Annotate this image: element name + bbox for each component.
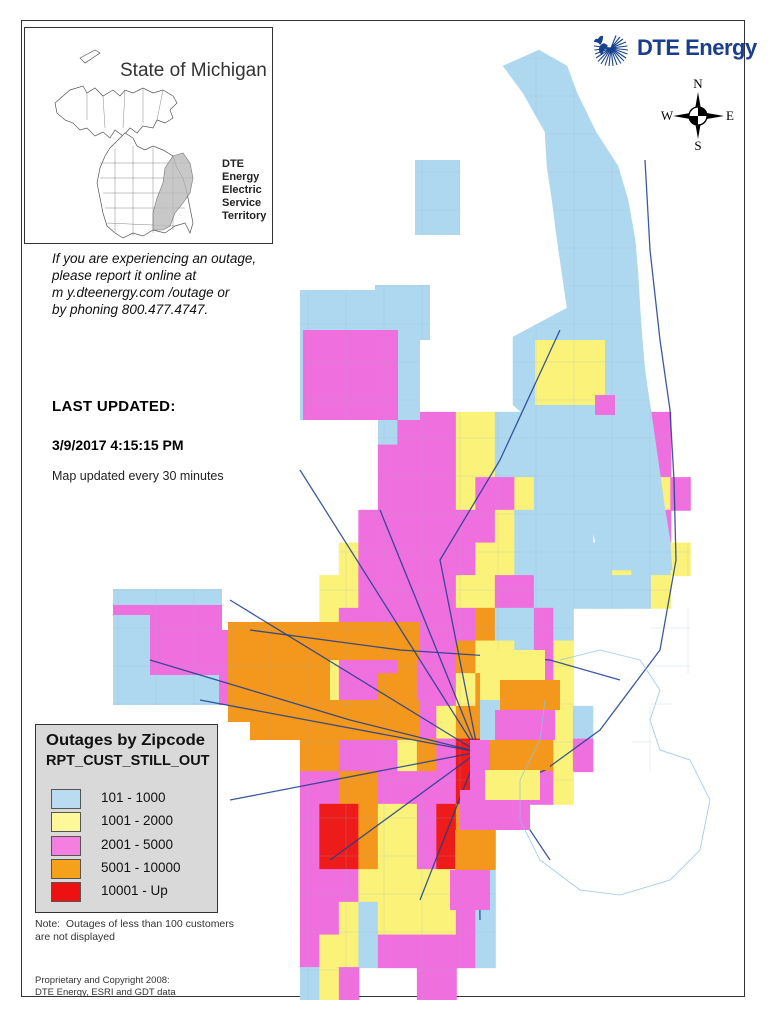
svg-text:E: E: [726, 108, 734, 123]
svg-text:W: W: [661, 108, 674, 123]
svg-text:S: S: [694, 138, 701, 153]
svg-text:DTE Energy: DTE Energy: [637, 35, 758, 60]
svg-text:N: N: [693, 78, 703, 91]
